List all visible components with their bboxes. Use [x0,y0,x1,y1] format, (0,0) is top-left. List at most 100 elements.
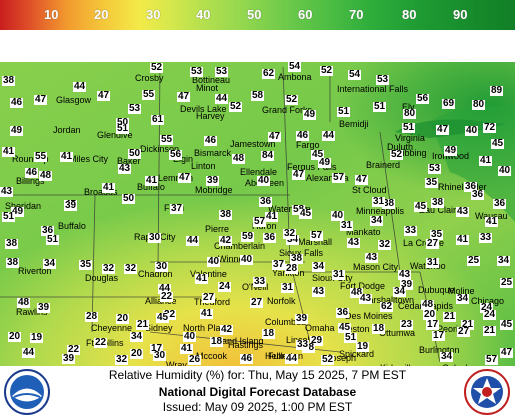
humidity-value: 55 [34,151,48,162]
humidity-value: 35 [79,259,93,270]
humidity-value: 37 [272,259,286,270]
humidity-value: 51 [344,332,358,343]
humidity-value: 34 [393,286,407,297]
humidity-value: 38 [219,209,233,220]
humidity-value: 55 [160,134,174,145]
humidity-value: 21 [483,325,497,336]
city-label: Ottumwa [379,328,416,338]
humidity-value: 52 [390,149,404,160]
humidity-value: 54 [288,61,302,72]
humidity-value: 18 [372,323,386,334]
humidity-value: 20 [8,331,22,342]
city-label: Watertown [268,204,311,214]
humidity-value: 62 [380,301,394,312]
humidity-value: 41 [485,216,499,227]
city-label: Cheyenne [91,323,133,333]
humidity-value: 57 [253,216,267,227]
humidity-value: 51 [337,106,351,117]
humidity-value: 50 [128,148,142,159]
humidity-map: Crosby Bottineau Ambona International Falls… [0,61,515,373]
humidity-value: 41 [195,273,209,284]
humidity-value: 38 [2,75,16,86]
humidity-value: 40 [207,256,221,267]
humidity-value: 51 [402,122,416,133]
city-label: Devils Lake [180,104,227,114]
city-label: Grand Island [212,336,264,346]
humidity-value: 36 [493,198,507,209]
city-label: Grand Forks [262,105,313,115]
city-label: Virginia [395,133,425,143]
humidity-value: 28 [285,263,299,274]
map-footer: Relative Humidity (%) for: Thu, May 15 2… [0,366,515,418]
city-label: O'Neill [242,282,269,292]
humidity-value: 51 [2,211,16,222]
legend-label-40: 40 [196,7,211,22]
city-label: Sidney [145,323,173,333]
city-label: Bottineau [192,75,231,85]
humidity-value: 57 [332,172,346,183]
humidity-value: 49 [10,125,24,136]
city-label: Brainerd [366,160,401,170]
legend-label-60: 60 [298,7,313,22]
humidity-value: 41 [145,175,159,186]
city-label: Eau Claire [419,205,462,215]
valid-time-text: Relative Humidity (%) for: Thu, May 15 2… [108,368,407,382]
city-label: International Falls [337,84,409,94]
city-label: Hebron [265,351,295,361]
humidity-value: 34 [286,234,300,245]
humidity-value: 40 [183,331,197,342]
humidity-value: 19 [30,332,44,343]
city-label: Moline [448,286,475,296]
humidity-value: 18 [262,328,276,339]
humidity-value: 58 [292,205,306,215]
issued-time-text: Issued: May 09 2025, 1:00 PM EST [162,400,353,414]
humidity-value: 46 [25,167,39,178]
humidity-value: 33 [253,276,267,287]
humidity-value: 47 [355,174,369,185]
humidity-value: 36 [263,232,277,243]
humidity-value: 32 [378,239,392,250]
humidity-value: 27 [426,238,440,249]
humidity-value: 22 [94,337,108,348]
city-label: Chicago [471,296,505,306]
city-label: Glendive [97,130,133,140]
humidity-value: 56 [169,149,183,160]
city-label: Sioux Falls [279,248,324,258]
city-label: Marshalltown [361,295,415,305]
humidity-value: 52 [320,65,334,76]
humidity-value: 49 [444,145,458,156]
humidity-value: 43 [312,286,326,297]
humidity-value: 51 [116,123,130,134]
humidity-value: 20 [423,309,437,320]
humidity-value: 27 [250,297,264,308]
humidity-value: 21 [136,319,150,330]
humidity-value: 34 [43,258,57,269]
humidity-value: 43 [347,237,361,248]
city-label: Joseph [327,353,357,363]
city-label: Hibbing [396,148,427,158]
city-label: Minot [196,83,219,93]
humidity-value: 47 [500,347,514,358]
humidity-value: 47 [268,131,282,142]
city-label: Baker [117,156,141,166]
humidity-value: 42 [219,235,233,246]
humidity-value: 46 [204,135,218,146]
city-label: Chadron [138,269,173,279]
humidity-value: 31 [340,220,354,231]
city-label: Fergus Falls [287,162,337,172]
humidity-value: 28 [85,311,99,322]
humidity-value: 45 [491,138,505,149]
humidity-value: 36 [336,307,350,318]
city-label: Ely [402,102,415,112]
humidity-value: 62 [262,68,276,79]
humidity-value: 30 [153,350,167,361]
city-label: Alexandria [306,173,349,183]
city-label: Duluth [387,142,414,152]
humidity-value: 39 [62,353,76,364]
humidity-value: 43 [359,293,373,304]
city-label: Riverton [18,266,52,276]
humidity-value: 53 [428,163,442,174]
humidity-value: 39 [37,302,51,313]
humidity-value: 41 [102,182,116,193]
humidity-value: 27 [202,292,216,303]
